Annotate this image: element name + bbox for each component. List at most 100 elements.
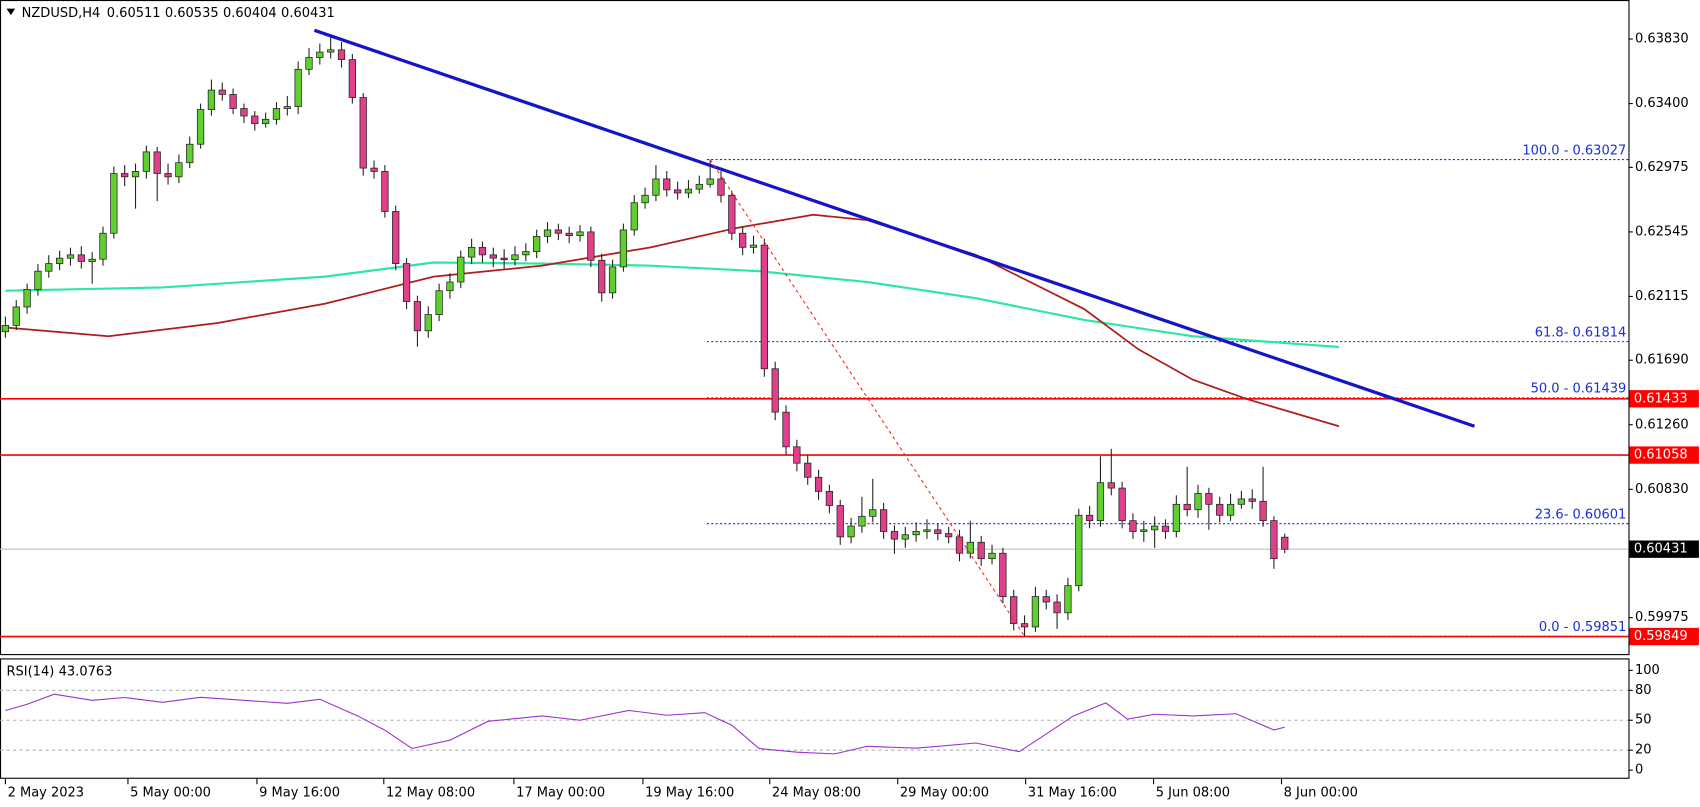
y-tick-label: 0.63400	[1635, 96, 1689, 111]
candle-body	[1129, 520, 1137, 532]
candle-body	[272, 108, 281, 120]
candle-body	[804, 462, 812, 478]
rsi-tick-label: 100	[1635, 663, 1660, 678]
candle-body	[207, 89, 216, 110]
candle-body	[34, 270, 42, 290]
candle-body	[988, 552, 996, 560]
candle-body	[782, 411, 790, 448]
candle-body	[1020, 623, 1029, 628]
candle-body	[1194, 493, 1202, 511]
rsi-line	[5, 693, 1285, 755]
x-tick-label: 31 May 16:00	[1028, 785, 1117, 800]
candle-body	[1248, 498, 1256, 502]
candle-body	[652, 178, 660, 196]
y-tick-label: 0.62975	[1635, 160, 1689, 175]
rsi-name: RSI(14)	[7, 664, 55, 679]
open: 0.60511	[107, 6, 161, 21]
candle-body	[934, 529, 942, 534]
x-tick-label: 9 May 16:00	[259, 785, 340, 800]
candle-body	[88, 258, 96, 262]
candle-body	[847, 525, 855, 538]
candle-body	[1205, 493, 1213, 505]
rsi-tick-label: 0	[1635, 763, 1643, 778]
symbol-header: NZDUSD,H4 0.60511 0.60535 0.60404 0.60431	[22, 6, 335, 21]
main-pane-border	[0, 0, 1630, 656]
y-tick-label: 0.60830	[1635, 482, 1689, 497]
candle-body	[327, 49, 335, 53]
y-tick-label: 0.59975	[1635, 610, 1689, 625]
y-tick-label: 0.62115	[1635, 289, 1689, 304]
candle-body	[1075, 514, 1083, 587]
x-tick-label: 8 Jun 00:00	[1284, 785, 1358, 800]
candle-body	[533, 236, 541, 252]
candle-body	[814, 476, 823, 492]
candle-body	[565, 232, 573, 237]
candle-body	[923, 529, 931, 532]
candle-body	[1, 325, 10, 333]
rsi-header: RSI(14) 43.0763	[7, 664, 113, 679]
candle-body	[392, 211, 400, 264]
candle-body	[879, 509, 888, 532]
indicator-line	[313, 28, 1476, 428]
candle-body	[77, 254, 85, 262]
price-label: 0.61433	[1634, 391, 1688, 406]
candle-body	[413, 301, 422, 332]
candle-body	[142, 151, 150, 172]
x-tick-label: 24 May 08:00	[772, 785, 861, 800]
x-tick-label: 19 May 16:00	[645, 785, 734, 800]
close: 0.60431	[281, 6, 335, 21]
candle-body	[446, 281, 454, 292]
rsi-tick-label: 80	[1635, 683, 1652, 698]
candle-body	[1151, 525, 1159, 531]
price-label: 0.59849	[1634, 629, 1688, 644]
x-tick-label: 17 May 00:00	[516, 785, 605, 800]
low: 0.60404	[223, 6, 277, 21]
collapse-icon[interactable]	[6, 8, 16, 16]
candle-body	[587, 231, 595, 261]
candle-body	[598, 259, 606, 294]
y-tick-label: 0.63830	[1635, 32, 1689, 47]
candle-body	[424, 314, 432, 332]
candle-body	[955, 536, 964, 554]
candle-body	[945, 533, 953, 538]
candle-body	[858, 515, 866, 527]
candle-body	[500, 257, 508, 261]
candle-body	[99, 232, 107, 260]
candle-body	[966, 541, 974, 554]
candle-body	[1118, 487, 1126, 522]
rsi-tick-label: 50	[1635, 713, 1652, 728]
candle-body	[489, 254, 497, 259]
candle-body	[305, 57, 313, 70]
candle-body	[1226, 503, 1235, 516]
symbol: NZDUSD,H4	[22, 6, 101, 21]
price-label-box	[1629, 446, 1699, 464]
current-price-box	[1629, 540, 1699, 558]
candle-body	[739, 232, 747, 248]
current-price-label: 0.60431	[1634, 542, 1688, 557]
candle-body	[554, 229, 562, 234]
candle-body	[45, 263, 53, 272]
candle-body	[196, 109, 205, 145]
candle-body	[153, 151, 161, 174]
candle-body	[402, 263, 411, 302]
candle-body	[1064, 585, 1072, 614]
candle-body	[912, 531, 920, 536]
x-tick-label: 29 May 00:00	[900, 785, 989, 800]
candle-body	[467, 246, 476, 258]
candle-body	[110, 173, 118, 234]
indicator-line	[5, 213, 1340, 428]
candle-body	[457, 256, 465, 283]
price-label-box	[1629, 390, 1699, 408]
candle-body	[1216, 503, 1224, 516]
candle-body	[793, 446, 801, 464]
candle-body	[901, 534, 909, 540]
candle-body	[999, 552, 1007, 597]
candle-body	[175, 162, 183, 178]
candle-body	[641, 194, 649, 204]
y-tick-label: 0.61690	[1635, 353, 1689, 368]
candle-body	[1183, 503, 1191, 511]
candle-body	[836, 505, 844, 538]
candle-body	[1270, 520, 1278, 560]
